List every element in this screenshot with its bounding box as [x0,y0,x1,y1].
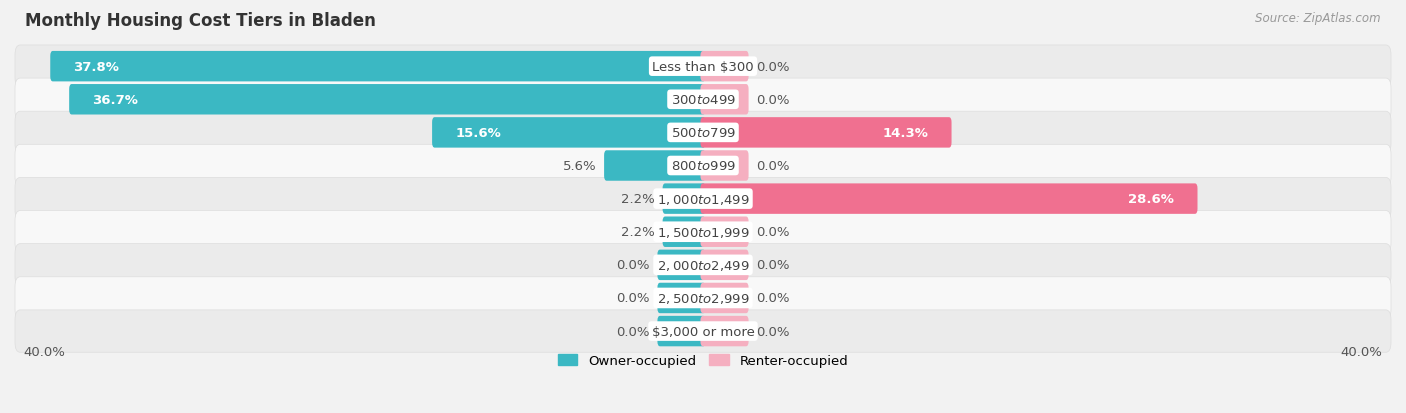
Legend: Owner-occupied, Renter-occupied: Owner-occupied, Renter-occupied [553,349,853,373]
Text: 28.6%: 28.6% [1129,192,1174,206]
FancyBboxPatch shape [15,112,1391,154]
Text: $500 to $799: $500 to $799 [671,126,735,140]
Text: 2.2%: 2.2% [621,192,655,206]
Text: 5.6%: 5.6% [562,159,596,173]
FancyBboxPatch shape [15,46,1391,88]
Text: 0.0%: 0.0% [616,325,650,338]
FancyBboxPatch shape [662,217,706,247]
Text: 0.0%: 0.0% [756,292,790,305]
Text: 0.0%: 0.0% [756,259,790,272]
Text: $300 to $499: $300 to $499 [671,94,735,107]
FancyBboxPatch shape [432,118,706,148]
FancyBboxPatch shape [605,151,706,181]
Text: $2,000 to $2,499: $2,000 to $2,499 [657,258,749,272]
Text: Less than $300: Less than $300 [652,61,754,74]
Text: $1,500 to $1,999: $1,500 to $1,999 [657,225,749,239]
FancyBboxPatch shape [69,85,706,115]
Text: 36.7%: 36.7% [93,94,138,107]
FancyBboxPatch shape [658,283,706,313]
Text: $2,500 to $2,999: $2,500 to $2,999 [657,291,749,305]
Text: 40.0%: 40.0% [1340,345,1382,358]
FancyBboxPatch shape [15,310,1391,352]
FancyBboxPatch shape [700,250,748,280]
FancyBboxPatch shape [15,79,1391,121]
Text: 0.0%: 0.0% [616,259,650,272]
Text: 15.6%: 15.6% [456,126,501,140]
FancyBboxPatch shape [658,250,706,280]
Text: $800 to $999: $800 to $999 [671,159,735,173]
Text: 2.2%: 2.2% [621,225,655,239]
Text: 14.3%: 14.3% [883,126,928,140]
FancyBboxPatch shape [15,244,1391,286]
FancyBboxPatch shape [51,52,706,82]
Text: $1,000 to $1,499: $1,000 to $1,499 [657,192,749,206]
FancyBboxPatch shape [658,316,706,347]
FancyBboxPatch shape [700,283,748,313]
Text: 0.0%: 0.0% [756,225,790,239]
FancyBboxPatch shape [700,151,748,181]
Text: 0.0%: 0.0% [756,61,790,74]
FancyBboxPatch shape [15,178,1391,220]
Text: 40.0%: 40.0% [24,345,66,358]
Text: 0.0%: 0.0% [756,159,790,173]
FancyBboxPatch shape [700,118,952,148]
Text: 0.0%: 0.0% [756,94,790,107]
FancyBboxPatch shape [15,145,1391,187]
FancyBboxPatch shape [700,316,748,347]
Text: Monthly Housing Cost Tiers in Bladen: Monthly Housing Cost Tiers in Bladen [25,12,377,30]
FancyBboxPatch shape [15,211,1391,253]
Text: 0.0%: 0.0% [616,292,650,305]
FancyBboxPatch shape [700,217,748,247]
FancyBboxPatch shape [662,184,706,214]
FancyBboxPatch shape [700,85,748,115]
FancyBboxPatch shape [15,277,1391,319]
Text: $3,000 or more: $3,000 or more [651,325,755,338]
FancyBboxPatch shape [700,184,1198,214]
Text: 37.8%: 37.8% [73,61,120,74]
FancyBboxPatch shape [700,52,748,82]
Text: Source: ZipAtlas.com: Source: ZipAtlas.com [1256,12,1381,25]
Text: 0.0%: 0.0% [756,325,790,338]
